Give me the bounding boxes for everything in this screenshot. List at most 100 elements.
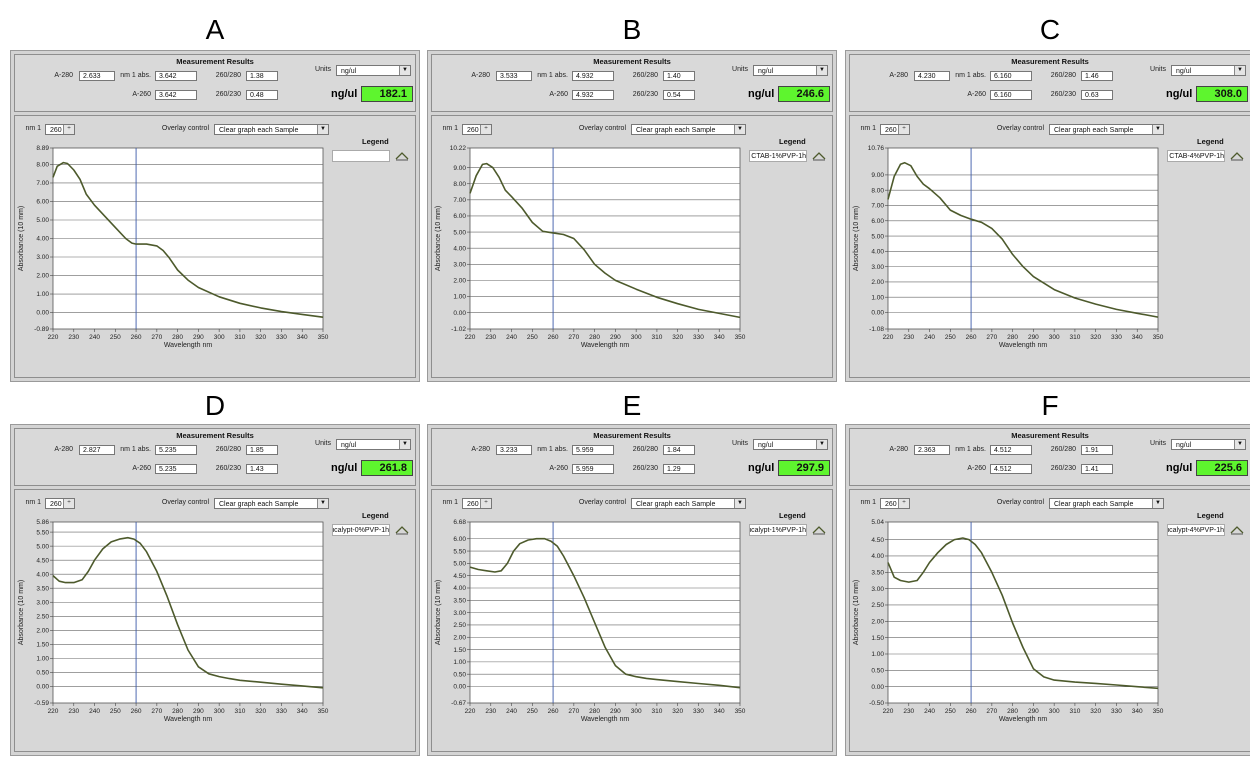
nm1-spinner[interactable]: 260 ÷: [462, 498, 492, 509]
ngul-label: ng/ul: [1166, 462, 1193, 474]
a280-value: 2.363: [914, 445, 950, 455]
absorbance-curve: [469, 537, 741, 689]
chevron-down-icon[interactable]: ▼: [1152, 125, 1163, 134]
y-tick-label: -0.50: [869, 700, 884, 707]
y-tick-label: 8.00: [871, 187, 884, 194]
nm1-abs-value: 3.642: [155, 71, 197, 81]
x-tick-label: 330: [693, 708, 704, 715]
legend-label: Eucalypt-1%PVP-1h: [750, 527, 806, 534]
y-tick-label: 1.00: [453, 659, 466, 666]
x-tick-label: 320: [255, 708, 266, 715]
ratio-260-280-label: 260/280: [632, 446, 658, 453]
chevron-down-icon[interactable]: ▼: [816, 440, 827, 449]
overlay-control-select[interactable]: Clear graph each Sample ▼: [214, 124, 329, 135]
overlay-control-select[interactable]: Clear graph each Sample ▼: [214, 498, 329, 509]
units-select[interactable]: ng/ul ▼: [1171, 439, 1246, 450]
measurement-panel: Measurement Results A-280 3.233 nm 1 abs. 5.…: [427, 424, 837, 756]
units-value: ng/ul: [1176, 442, 1192, 449]
x-tick-label: 300: [214, 334, 225, 341]
nm1-value: 260: [467, 127, 479, 134]
overlay-control-label: Overlay control: [996, 125, 1044, 132]
x-tick-label: 230: [68, 334, 79, 341]
spinner-icon[interactable]: ÷: [480, 125, 491, 134]
y-tick-label: 1.50: [871, 635, 884, 642]
units-select[interactable]: ng/ul ▼: [753, 439, 828, 450]
units-label: Units: [315, 66, 331, 73]
legend-entry: Eucalypt-0%PVP-1h: [332, 524, 390, 536]
units-select[interactable]: ng/ul ▼: [336, 439, 411, 450]
spinner-icon[interactable]: ÷: [898, 499, 909, 508]
y-axis-label: Absorbance (10 mm): [853, 206, 860, 271]
units-select[interactable]: ng/ul ▼: [753, 65, 828, 76]
spinner-icon[interactable]: ÷: [480, 499, 491, 508]
y-tick-label: 5.50: [453, 548, 466, 555]
legend-line-icon[interactable]: [1230, 151, 1244, 161]
y-tick-label: 5.00: [453, 561, 466, 568]
x-tick-label: 290: [610, 334, 621, 341]
measurement-panel: Measurement Results A-280 2.633 nm 1 abs. 3.…: [10, 50, 420, 382]
overlay-control-select[interactable]: Clear graph each Sample ▼: [1049, 124, 1164, 135]
overlay-control-select[interactable]: Clear graph each Sample ▼: [631, 498, 746, 509]
spinner-icon[interactable]: ÷: [898, 125, 909, 134]
x-tick-label: 290: [1028, 334, 1039, 341]
units-select[interactable]: ng/ul ▼: [336, 65, 411, 76]
nm1-spinner[interactable]: 260 ÷: [45, 498, 75, 509]
x-tick-label: 290: [193, 334, 204, 341]
legend-line-icon[interactable]: [812, 151, 826, 161]
x-tick-label: 300: [1049, 708, 1060, 715]
ratio-260-280-value: 1.85: [246, 445, 278, 455]
nm1-spinner[interactable]: 260 ÷: [45, 124, 75, 135]
nm1-spinner[interactable]: 260 ÷: [462, 124, 492, 135]
chevron-down-icon[interactable]: ▼: [734, 125, 745, 134]
x-tick-label: 240: [924, 708, 935, 715]
legend-line-icon[interactable]: [395, 151, 409, 161]
chevron-down-icon[interactable]: ▼: [317, 125, 328, 134]
chevron-down-icon[interactable]: ▼: [399, 440, 410, 449]
x-tick-label: 320: [1090, 708, 1101, 715]
ratio-260-280-label: 260/280: [632, 72, 658, 79]
x-tick-label: 340: [714, 334, 725, 341]
nm1-label: nm 1: [25, 125, 41, 132]
measurement-results-title: Measurement Results: [1011, 57, 1089, 66]
chevron-down-icon[interactable]: ▼: [1234, 440, 1245, 449]
legend-line-icon[interactable]: [1230, 525, 1244, 535]
spinner-icon[interactable]: ÷: [63, 125, 74, 134]
legend-line-icon[interactable]: [812, 525, 826, 535]
x-tick-label: 220: [48, 708, 59, 715]
y-tick-label: 2.50: [871, 602, 884, 609]
y-tick-label: -0.59: [34, 700, 49, 707]
concentration-value: 246.6: [778, 86, 830, 102]
y-tick-label: 7.00: [453, 197, 466, 204]
nm1-spinner[interactable]: 260 ÷: [880, 498, 910, 509]
chevron-down-icon[interactable]: ▼: [816, 66, 827, 75]
plot-area: [887, 521, 1159, 704]
x-tick-label: 340: [297, 708, 308, 715]
chevron-down-icon[interactable]: ▼: [399, 66, 410, 75]
x-tick-label: 280: [172, 708, 183, 715]
x-tick-label: 250: [110, 708, 121, 715]
overlay-control-select[interactable]: Clear graph each Sample ▼: [1049, 498, 1164, 509]
y-tick-label: 0.00: [871, 310, 884, 317]
nm1-spinner[interactable]: 260 ÷: [880, 124, 910, 135]
y-tick-label: 3.00: [36, 599, 49, 606]
x-tick-label: 250: [110, 334, 121, 341]
absorbance-curve: [52, 161, 324, 318]
legend-line-icon[interactable]: [395, 525, 409, 535]
nm1-value: 260: [50, 127, 62, 134]
units-value: ng/ul: [1176, 68, 1192, 75]
spinner-icon[interactable]: ÷: [63, 499, 74, 508]
units-select[interactable]: ng/ul ▼: [1171, 65, 1246, 76]
chevron-down-icon[interactable]: ▼: [734, 499, 745, 508]
overlay-control-select[interactable]: Clear graph each Sample ▼: [631, 124, 746, 135]
chevron-down-icon[interactable]: ▼: [1234, 66, 1245, 75]
nm1-value: 260: [885, 501, 897, 508]
y-tick-label: 4.50: [36, 557, 49, 564]
y-tick-label: 3.00: [453, 610, 466, 617]
y-tick-label: 3.50: [36, 585, 49, 592]
chevron-down-icon[interactable]: ▼: [1152, 499, 1163, 508]
legend-title: Legend: [779, 137, 806, 146]
x-tick-label: 220: [465, 334, 476, 341]
chevron-down-icon[interactable]: ▼: [317, 499, 328, 508]
y-tick-label: 3.00: [871, 264, 884, 271]
x-tick-label: 270: [151, 708, 162, 715]
